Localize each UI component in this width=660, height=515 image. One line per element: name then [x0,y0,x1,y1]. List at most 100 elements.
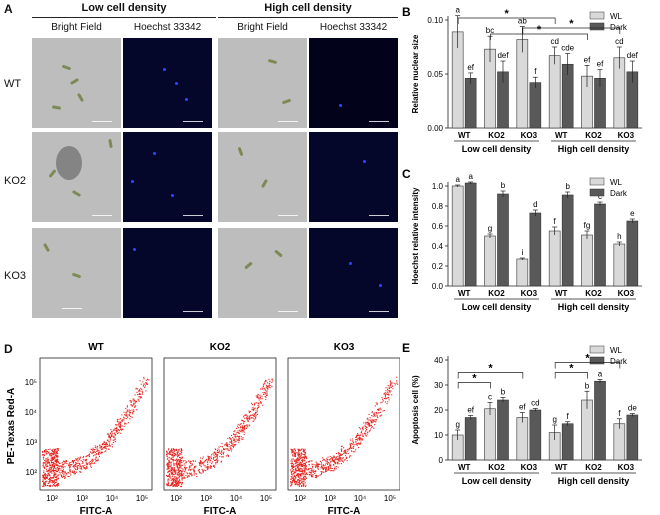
flow-event [254,403,256,405]
flow-event [266,394,268,396]
flow-event [300,457,302,459]
flow-event [171,458,173,460]
flow-event [178,458,180,460]
flow-event [116,426,118,428]
micrograph-ko3-low-hoechst [123,228,212,318]
flow-event [253,409,255,411]
flow-event [193,470,195,472]
flow-event [170,466,172,468]
flow-event [50,467,52,469]
flow-event [295,477,297,479]
flow-event [302,474,304,476]
flow-event [52,458,54,460]
flow-event [217,460,219,462]
flow-event [168,476,170,478]
flow-event [49,479,51,481]
flow-event [49,481,51,483]
flow-event [114,430,116,432]
flow-event [48,451,50,453]
flow-event [43,476,45,478]
flow-event [179,467,181,469]
flow-event [57,485,59,487]
flow-event [371,421,373,423]
flow-event [45,463,47,465]
flow-event [204,460,206,462]
flow-event [76,466,78,468]
flow-event [72,466,74,468]
flow-event [49,478,51,480]
flow-event [337,460,339,462]
flow-event [55,485,57,487]
flow-event [168,479,170,481]
flow-event [190,461,192,463]
flow-event [291,465,293,467]
flow-event [119,423,121,425]
flow-event [71,464,73,466]
flow-event [124,422,126,424]
flow-event [170,483,172,485]
flow-event [92,451,94,453]
flow-event [224,444,226,446]
flow-event [376,402,378,404]
flow-event [90,465,92,467]
flow-event [179,456,181,458]
flow-event [349,455,351,457]
flow-event [370,422,372,424]
flow-event [43,478,45,480]
flow-event [115,431,117,433]
flow-event [115,429,117,431]
flow-event [298,449,300,451]
flow-event [254,415,256,417]
flow-event [49,481,51,483]
flow-event [259,394,261,396]
flow-event [305,476,307,478]
flow-event [49,467,51,469]
flow-event [181,473,183,475]
flow-event [292,480,294,482]
flow-event [249,425,251,427]
flow-event [210,456,212,458]
flow-event [300,464,302,466]
flow-event [177,469,179,471]
flow-xtick: 10³ [76,494,88,503]
flow-event [202,456,204,458]
flow-event [357,433,359,435]
flow-event [396,376,398,378]
flow-event [295,469,297,471]
flow-event [46,476,48,478]
flow-event [168,464,170,466]
flow-event [263,383,265,385]
flow-event [48,474,50,476]
x-tick-label: KO3 [618,289,635,298]
flow-event [105,444,107,446]
flow-event [257,396,259,398]
flow-event [290,485,292,487]
flow-event [80,460,82,462]
flow-event [305,455,307,457]
significance-bracket [554,362,621,369]
flow-event [65,460,67,462]
flow-xtick: 10³ [324,494,336,503]
flow-event [174,469,176,471]
legend-swatch [589,345,605,354]
flow-event [109,436,111,438]
flow-event [377,409,379,411]
flow-event [132,413,134,415]
flow-event [48,475,50,477]
significance-letter: a [598,370,603,379]
flow-event [268,378,270,380]
flow-event [370,419,372,421]
flow-event [75,459,77,461]
flow-event [221,460,223,462]
flow-event [176,454,178,456]
flow-event [241,438,243,440]
flow-event [295,482,297,484]
flow-event [174,449,176,451]
flow-event [42,466,44,468]
flow-event [304,457,306,459]
flow-event [174,453,176,455]
flow-event [140,383,142,385]
flow-event [306,472,308,474]
flow-event [46,451,48,453]
flow-event [292,452,294,454]
